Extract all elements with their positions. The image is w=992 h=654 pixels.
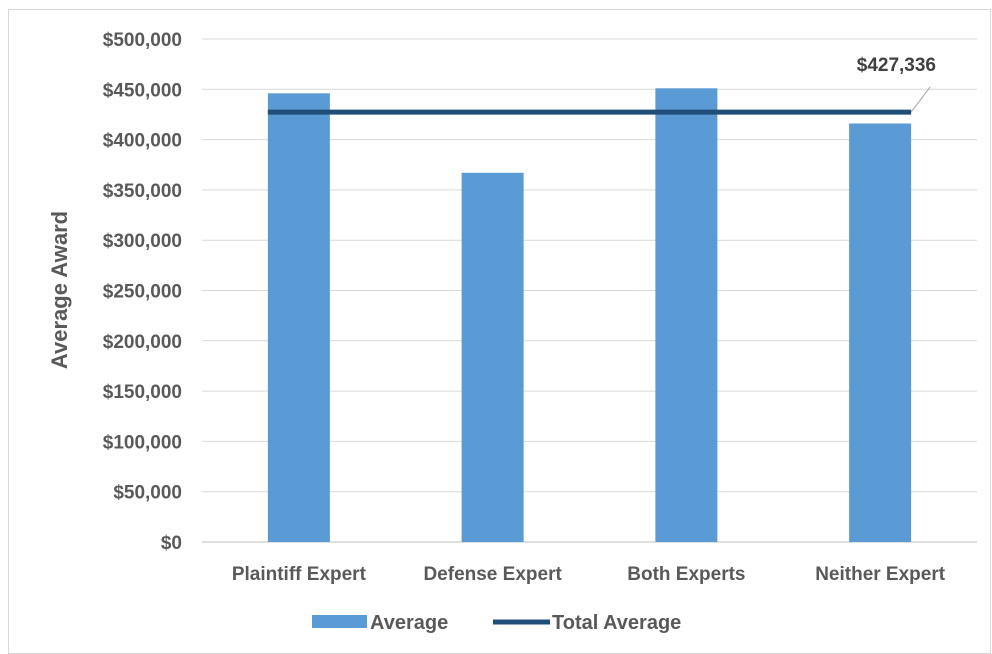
bar-average [267,93,330,542]
y-tick-label: $400,000 [103,131,182,152]
y-tick-label: $50,000 [113,483,182,504]
x-tick-label: Neither Expert [815,564,946,585]
y-tick-label: $150,000 [103,382,182,403]
y-axis-tick-labels: $0 $50,000 $100,000 $150,000 $200,000 $250,00… [103,30,182,554]
y-tick-label: $250,000 [103,282,182,303]
y-tick-label: $300,000 [103,231,182,252]
legend-label-average: Average [370,612,448,634]
data-label-total-average: $427,336 [857,55,936,76]
x-axis-tick-labels: Plaintiff Expert Defense Expert Both Exper… [232,564,946,585]
bar-average [849,123,912,542]
legend-label-total-average: Total Average [552,612,681,634]
y-tick-label: $100,000 [103,432,182,453]
y-tick-label: $200,000 [103,332,182,353]
x-tick-label: Both Experts [627,564,745,585]
annotation-leader-line [910,86,931,113]
legend: Average Total Average [312,612,681,634]
y-tick-label: $0 [161,533,182,554]
y-tick-label: $450,000 [103,80,182,101]
y-axis-label: Average Award [47,211,72,369]
bar-series-average [267,88,912,542]
x-tick-label: Plaintiff Expert [232,564,367,585]
legend-swatch-average [312,615,367,628]
total-average-annotation: $427,336 [857,55,936,113]
y-tick-label: $500,000 [103,30,182,51]
y-tick-label: $350,000 [103,181,182,202]
bar-average [461,172,524,542]
bar-average [655,88,718,542]
x-tick-label: Defense Expert [423,564,562,585]
gridlines [202,38,977,543]
